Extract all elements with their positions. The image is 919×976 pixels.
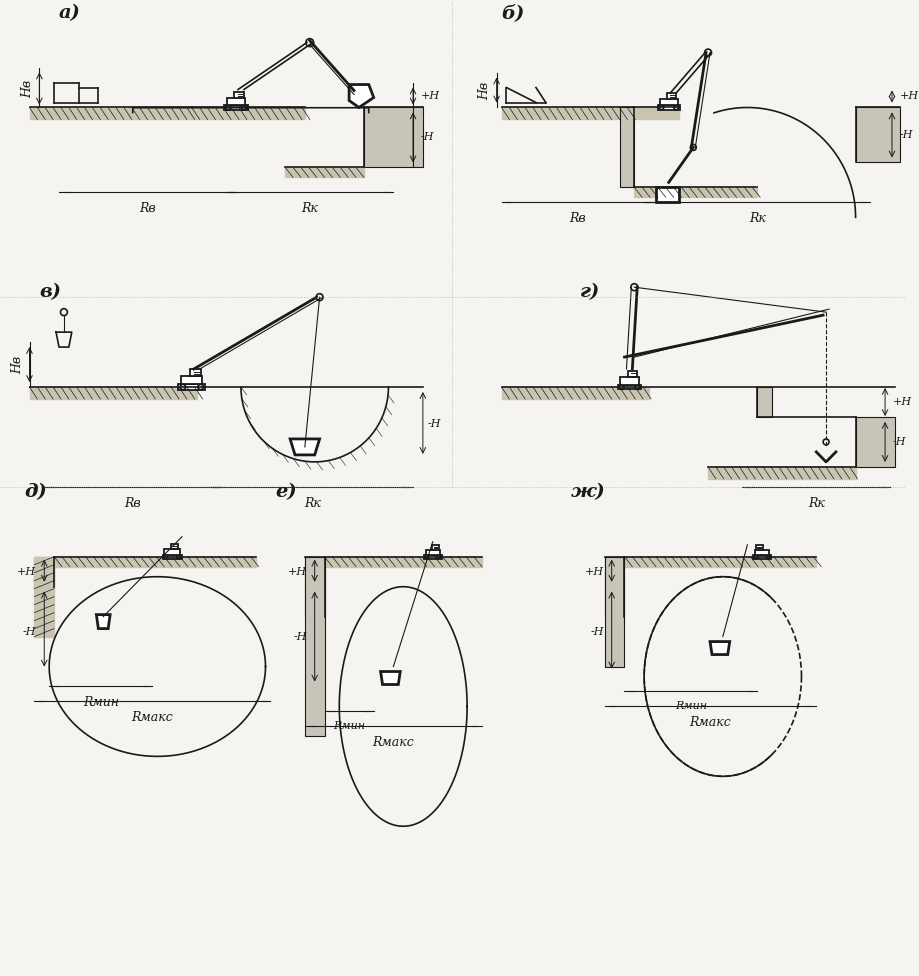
Polygon shape	[165, 549, 179, 554]
Polygon shape	[604, 556, 624, 617]
Text: +H: +H	[421, 91, 439, 101]
Polygon shape	[190, 369, 200, 376]
Polygon shape	[855, 107, 899, 162]
Polygon shape	[627, 371, 637, 378]
Polygon shape	[754, 549, 768, 555]
Text: а): а)	[59, 4, 81, 21]
Polygon shape	[181, 376, 202, 385]
Polygon shape	[178, 385, 205, 389]
Text: Rк: Rк	[304, 497, 321, 509]
Text: +H: +H	[892, 397, 911, 407]
Text: Rмин: Rмин	[83, 697, 119, 710]
Text: б): б)	[501, 4, 525, 21]
Text: -H: -H	[293, 631, 307, 641]
Text: Rв: Rв	[569, 213, 585, 225]
Polygon shape	[364, 107, 423, 168]
Text: Rк: Rк	[807, 497, 823, 509]
Polygon shape	[709, 641, 729, 655]
Text: г): г)	[580, 283, 600, 302]
Polygon shape	[226, 98, 245, 105]
Polygon shape	[756, 387, 771, 417]
Text: +H: +H	[899, 91, 918, 101]
Text: -H: -H	[590, 627, 603, 636]
Polygon shape	[224, 105, 247, 110]
Text: -H: -H	[899, 131, 913, 141]
Polygon shape	[304, 556, 324, 617]
Text: Rмакс: Rмакс	[131, 712, 173, 724]
Text: в): в)	[40, 283, 62, 302]
Text: Rв: Rв	[124, 497, 141, 509]
Polygon shape	[755, 545, 763, 549]
Polygon shape	[304, 556, 324, 737]
Text: Hв: Hв	[21, 79, 34, 98]
Text: Rмин: Rмин	[333, 721, 365, 731]
Polygon shape	[655, 187, 678, 202]
Text: ж): ж)	[570, 483, 605, 501]
Text: е): е)	[275, 483, 297, 501]
Text: Rмакс: Rмакс	[372, 737, 414, 750]
Text: Hв: Hв	[11, 356, 24, 374]
Polygon shape	[617, 385, 641, 389]
Polygon shape	[619, 378, 638, 385]
Polygon shape	[666, 93, 675, 99]
Text: -H: -H	[421, 133, 434, 142]
Polygon shape	[657, 105, 679, 109]
Polygon shape	[424, 555, 441, 558]
Polygon shape	[618, 107, 633, 187]
Polygon shape	[289, 439, 319, 455]
Text: д): д)	[25, 483, 47, 501]
Polygon shape	[234, 92, 244, 98]
Polygon shape	[431, 545, 438, 549]
Polygon shape	[34, 556, 54, 587]
Text: +H: +H	[288, 567, 307, 577]
Text: Rв: Rв	[139, 202, 155, 216]
Polygon shape	[855, 417, 894, 467]
Polygon shape	[171, 544, 178, 549]
Text: Rмин: Rмин	[674, 702, 706, 712]
Polygon shape	[348, 85, 373, 107]
Polygon shape	[380, 671, 400, 684]
Text: Rк: Rк	[301, 202, 318, 216]
Text: +H: +H	[584, 567, 603, 577]
Polygon shape	[604, 556, 624, 667]
Text: Rмакс: Rмакс	[689, 716, 731, 729]
Polygon shape	[96, 615, 110, 629]
Text: -H: -H	[23, 627, 37, 636]
Text: -H: -H	[427, 420, 441, 429]
Text: -H: -H	[892, 437, 905, 447]
Polygon shape	[753, 555, 770, 558]
Polygon shape	[659, 99, 676, 105]
Polygon shape	[425, 549, 439, 555]
Text: Hв: Hв	[478, 81, 491, 100]
Text: +H: +H	[17, 567, 37, 577]
Text: Rк: Rк	[748, 213, 765, 225]
Polygon shape	[163, 554, 181, 558]
